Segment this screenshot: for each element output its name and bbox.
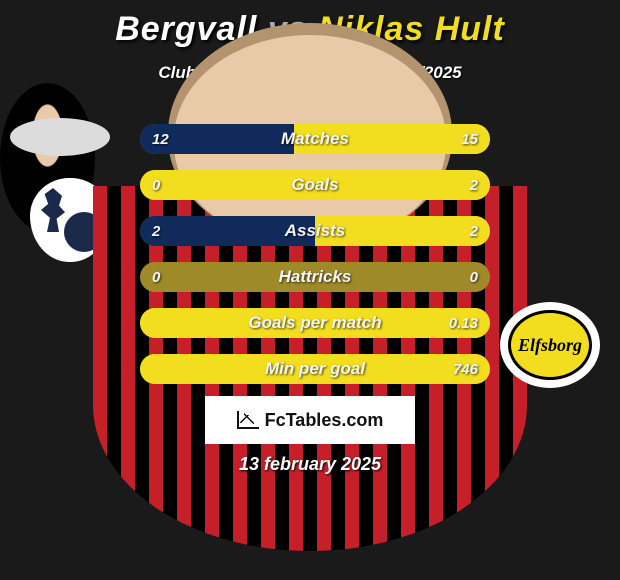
club-right-text: Elfsborg xyxy=(508,310,592,380)
stat-value-left: 12 xyxy=(152,124,169,154)
stat-row: 02Goals xyxy=(140,170,490,200)
stat-value-left: 0 xyxy=(152,170,160,200)
stat-row: 00Hattricks xyxy=(140,262,490,292)
stat-row: 1215Matches xyxy=(140,124,490,154)
snapshot-date: 13 february 2025 xyxy=(0,454,620,475)
chart-icon xyxy=(237,411,259,429)
stat-bar-track xyxy=(140,216,490,246)
stat-row: 746Min per goal xyxy=(140,354,490,384)
stat-bar-right-fill xyxy=(140,170,490,200)
stat-value-right: 2 xyxy=(470,216,478,246)
stat-value-left: 0 xyxy=(152,262,160,292)
player-right-club-badge: Elfsborg xyxy=(500,302,600,388)
stat-bar-track xyxy=(140,262,490,292)
stat-bars: 1215Matches02Goals22Assists00Hattricks0.… xyxy=(140,124,490,400)
stat-value-right: 2 xyxy=(470,170,478,200)
stat-bar-left-fill xyxy=(140,216,315,246)
stat-bar-right-fill xyxy=(140,354,490,384)
stat-value-right: 0.13 xyxy=(449,308,478,338)
stat-value-right: 746 xyxy=(453,354,478,384)
stat-bar-track xyxy=(140,170,490,200)
stat-bar-track xyxy=(140,354,490,384)
stat-bar-track xyxy=(140,308,490,338)
stat-value-left: 2 xyxy=(152,216,160,246)
stat-value-right: 15 xyxy=(461,124,478,154)
stat-row: 22Assists xyxy=(140,216,490,246)
source-text: FcTables.com xyxy=(265,410,384,431)
stat-value-right: 0 xyxy=(470,262,478,292)
stat-bar-right-fill xyxy=(315,216,490,246)
player-left-name: Bergvall xyxy=(115,10,257,48)
player-left-avatar xyxy=(10,118,110,156)
stat-bar-track xyxy=(140,124,490,154)
stat-bar-right-fill xyxy=(140,308,490,338)
source-badge: FcTables.com xyxy=(205,396,415,444)
stat-row: 0.13Goals per match xyxy=(140,308,490,338)
